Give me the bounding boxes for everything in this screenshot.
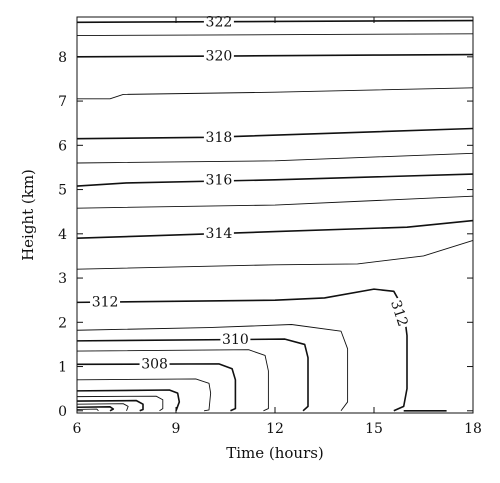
x-tick-label: 15 [365,421,383,437]
contour-label-group: 308 [139,355,170,374]
y-tick-label: 6 [58,138,67,154]
y-axis-title: Height (km) [19,169,37,261]
y-tick-label: 8 [58,50,67,66]
contour-label-bg [385,296,412,331]
contour-label-group: 320 [203,47,234,66]
x-axis-title: Time (hours) [226,444,324,462]
contour-label: 312 [92,294,119,310]
contour-303 [76,403,129,411]
contour-label-bg [90,293,121,312]
contour-313 [76,240,474,270]
contour-308 [76,363,237,412]
y-tick-label: 0 [58,404,67,420]
contour-label-bg [203,224,234,243]
y-tick-label: 2 [58,315,67,331]
contour-319 [77,87,474,100]
contour-315 [76,195,474,209]
y-tick-label: 7 [58,94,67,110]
y-tick-label: 3 [58,271,67,287]
contour-302 [76,406,115,412]
contour-316 [76,173,474,187]
contour-305 [76,395,164,412]
x-tick-label: 6 [73,421,82,437]
contour-301 [76,408,99,412]
contour-label-group: 322 [203,13,234,32]
contour-label-bg [203,128,234,147]
contour-309 [76,349,269,412]
contour-311 [76,324,349,412]
contour-label: 312 [387,298,410,328]
contour-label: 320 [206,48,233,64]
y-tick-label: 4 [58,227,67,243]
plot-frame [76,16,474,414]
contour-label: 308 [141,356,168,372]
contour-label-group: 310 [220,330,251,349]
x-tick-label: 18 [464,421,482,437]
contour-labels: 322 320 318 316 314 312 312 310 308 [90,13,412,374]
x-tick-label: 9 [172,421,181,437]
contour-label: 310 [222,332,249,348]
contour-306 [76,389,181,412]
contour-318 [76,127,474,140]
contour-label-bg [139,355,170,374]
contour-label: 314 [206,226,233,242]
contour-304 [76,399,144,412]
contour-317 [76,152,474,164]
contour-label: 318 [206,130,233,146]
x-tick-label: 12 [266,421,284,437]
contour-lines [76,19,474,412]
contour-307 [76,378,212,412]
contour-label-group: 318 [203,128,234,147]
y-tick-label: 1 [58,360,67,376]
contour-label-bg [203,13,234,32]
contour-314 [76,219,474,240]
contour-label-bg [203,47,234,66]
contour-label-group: 312 [385,296,412,331]
contour-321 [76,33,474,37]
contour-label-bg [203,171,234,190]
contour-label-group: 316 [203,171,234,190]
contour-320 [76,53,474,58]
y-axis: 0 1 2 3 4 5 6 7 8 [58,50,473,420]
contour-label: 316 [206,173,233,189]
contour-label-group: 312 [90,293,121,312]
contour-label: 322 [206,14,233,30]
contour-label-bg [220,330,251,349]
contour-label-group: 314 [203,224,234,243]
y-tick-label: 5 [58,183,67,199]
x-axis: 6 9 12 15 18 [73,17,482,437]
